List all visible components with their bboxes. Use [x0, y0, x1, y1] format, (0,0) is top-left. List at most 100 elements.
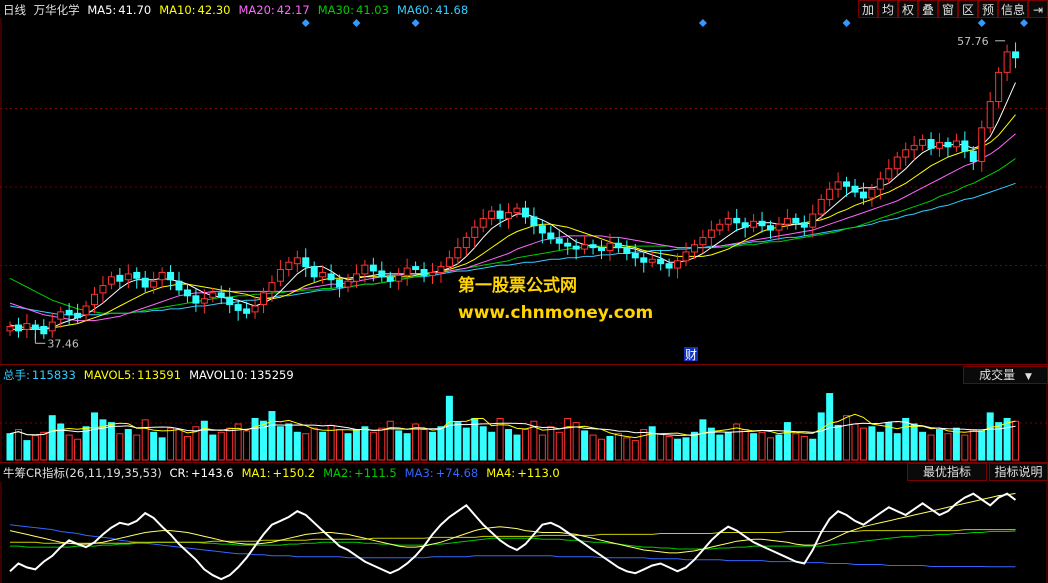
event-diamond-icon	[301, 19, 310, 27]
event-diamond-icon	[698, 19, 707, 27]
volume-bar-down	[783, 422, 791, 461]
indicator-help-button[interactable]: 指标说明	[989, 463, 1048, 481]
candle-down	[538, 225, 546, 234]
watermark-url: www.chnmoney.com	[458, 303, 654, 323]
candle-down	[741, 222, 749, 228]
volume-bar-up	[65, 434, 73, 461]
candle-down	[665, 263, 673, 269]
candle-up	[817, 198, 825, 215]
indicator-legend-value: +113.0	[517, 466, 560, 480]
candle-up	[488, 210, 496, 219]
volume-bar-up	[564, 417, 572, 461]
volume-bar-up	[623, 437, 631, 461]
toolbar-button[interactable]: ⇥	[1028, 0, 1048, 18]
indicator-legend: 牛筹CR指标(26,11,19,35,53) CR: +143.6 MA1: +150…	[3, 465, 568, 481]
candle-up	[352, 273, 360, 282]
volume-bar-up	[234, 423, 242, 461]
candle-up	[344, 280, 352, 288]
volume-bar-down	[82, 426, 90, 461]
best-indicator-button[interactable]: 最优指标	[907, 463, 987, 481]
candle-down	[564, 242, 572, 247]
volume-bar-up	[175, 429, 183, 461]
candle-down	[420, 269, 428, 276]
volume-bar-up	[386, 420, 394, 461]
candle-up	[82, 305, 90, 316]
volume-bar-down	[344, 433, 352, 461]
volume-bar-down	[809, 438, 817, 461]
candle-up	[952, 140, 960, 148]
indicator-panel[interactable]	[0, 482, 1048, 583]
volume-bar-down	[952, 427, 960, 461]
indicator-legend-item: MA1: +150.2	[242, 466, 320, 480]
candle-down	[167, 271, 175, 281]
candle-up	[868, 188, 876, 199]
candle-up	[158, 271, 166, 281]
toolbar-button[interactable]: 窗	[938, 0, 958, 18]
toolbar-button[interactable]: 信息	[998, 0, 1028, 18]
candle-up	[395, 274, 403, 282]
volume-bar-down	[23, 440, 31, 461]
indicator-legend-item: MA4: +113.0	[486, 466, 564, 480]
candle-down	[310, 266, 318, 278]
volume-bar-down	[361, 426, 369, 461]
volume-bar-down	[352, 429, 360, 461]
candle-down	[74, 312, 82, 319]
ma-legend-item: MA30: 41.03	[318, 3, 393, 17]
candle-down	[843, 181, 851, 187]
candle-up	[682, 251, 690, 262]
volume-bar-down	[674, 438, 682, 461]
toolbar-button[interactable]: 区	[958, 0, 978, 18]
candle-up	[885, 168, 893, 180]
toolbar-button[interactable]: 权	[898, 0, 918, 18]
volume-panel[interactable]	[0, 384, 1048, 462]
candle-up	[986, 101, 994, 129]
toolbar-button[interactable]: 预	[978, 0, 998, 18]
toolbar-button[interactable]: 均	[878, 0, 898, 18]
candle-up	[276, 269, 284, 282]
candle-up	[293, 257, 301, 265]
candle-down	[589, 244, 597, 249]
candle-down	[657, 258, 665, 265]
volume-dropdown-label: 成交量	[979, 368, 1016, 382]
finance-marker-label: 财	[685, 348, 697, 362]
volume-bar-up	[800, 435, 808, 461]
volume-indicator-dropdown[interactable]: 成交量 ▼	[963, 366, 1048, 384]
volume-bar-up	[420, 429, 428, 461]
mavol5-line	[9, 413, 1016, 439]
ma-legend-value: 42.30	[197, 3, 231, 17]
stock-name: 万华化学	[33, 3, 80, 17]
finance-marker-icon	[684, 347, 698, 361]
volume-bar-up	[767, 437, 774, 461]
volume-bar-down	[876, 431, 884, 461]
indicator-legend-value: +143.6	[191, 466, 234, 480]
price-panel[interactable]: 57.76 37.46 财	[0, 18, 1048, 364]
volume-legend: 总手: 115833 MAVOL5: 113591 MAVOL10: 135259	[3, 367, 302, 383]
volume-bar-up	[843, 415, 851, 461]
toolbar-button[interactable]: 叠	[918, 0, 938, 18]
volume-bar-up	[183, 435, 191, 461]
candle-up	[1003, 51, 1011, 73]
toolbar-button[interactable]: 加	[858, 0, 878, 18]
volume-bar-down	[724, 431, 732, 461]
candle-up	[936, 141, 943, 149]
candle-down	[792, 217, 800, 224]
volume-bar-up	[226, 427, 234, 461]
indicator-legend-label: MA1:	[241, 466, 271, 480]
candle-down	[640, 257, 648, 263]
indicator-legend-value: +74.68	[435, 466, 479, 480]
volume-bar-down	[454, 422, 462, 461]
candle-down	[555, 238, 563, 244]
candle-up	[581, 244, 589, 250]
volume-bar-up	[572, 422, 580, 461]
volume-bar-down	[158, 437, 166, 461]
volume-bar-down	[936, 429, 943, 461]
candle-up	[454, 247, 462, 259]
candle-down	[386, 276, 394, 282]
candle-up	[674, 260, 682, 269]
volume-bar-down	[707, 427, 715, 461]
candle-up	[978, 127, 986, 162]
candle-up	[48, 321, 56, 332]
candle-up	[716, 223, 724, 231]
ma20-line	[9, 133, 1016, 322]
candle-down	[851, 185, 859, 193]
